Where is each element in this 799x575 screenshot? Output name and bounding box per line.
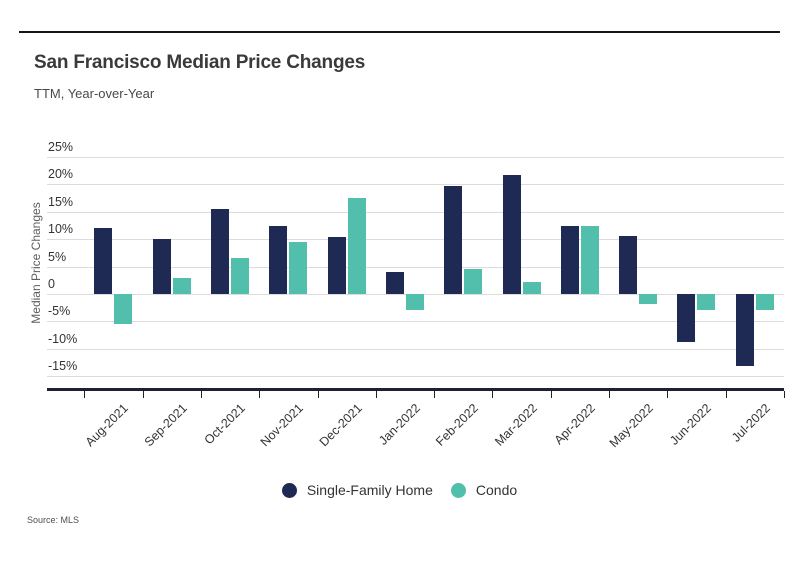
bar-condo-aug-2021 [114, 294, 133, 325]
legend-color-dot [450, 482, 466, 498]
gridline-25% [47, 157, 784, 158]
legend-label: Condo [475, 482, 518, 498]
x-axis-tick [259, 391, 261, 398]
bar-condo-dec-2021 [347, 197, 366, 294]
bar-single-family-home-mar-2022 [502, 174, 521, 294]
bar-condo-nov-2021 [289, 241, 308, 294]
legend-color-dot [281, 482, 297, 498]
gridline--10% [47, 348, 784, 350]
y-axis-tick-label: 0 [48, 277, 55, 291]
bar-condo-apr-2022 [580, 225, 599, 294]
bar-single-family-home-sep-2021 [152, 238, 171, 294]
bar-single-family-home-jul-2022 [735, 294, 754, 366]
x-axis-tick [375, 391, 377, 398]
y-axis-tick-label: 10% [48, 222, 74, 237]
x-axis-tick [783, 391, 785, 398]
gridline--5% [47, 321, 784, 323]
bar-single-family-home-feb-2022 [444, 186, 463, 294]
bar-single-family-home-dec-2021 [327, 237, 346, 294]
plot-area: 25% 20% 15% 10% 5% 0 -5% -10% -15% Aug-2021 Sep-20… [47, 139, 785, 450]
chart-subtitle: TTM, Year-over-Year [34, 86, 155, 101]
gridline-15% [47, 211, 784, 213]
legend-item-single-family-home: Single-Family Home [281, 482, 433, 498]
bar-condo-jun-2022 [697, 294, 716, 310]
source-note: Source: MLS [27, 515, 80, 525]
y-axis-title: Median Price Changes [29, 202, 43, 324]
bar-single-family-home-oct-2021 [211, 208, 230, 294]
bar-condo-may-2022 [639, 294, 658, 305]
top-rule [19, 31, 780, 33]
x-axis-tick [317, 391, 319, 398]
x-axis-tick [609, 391, 610, 398]
legend-item-condo: Condo [450, 482, 518, 498]
bar-single-family-home-jun-2022 [677, 294, 696, 343]
bar-condo-feb-2022 [464, 269, 483, 294]
x-axis-tick [550, 391, 552, 398]
bar-single-family-home-nov-2021 [269, 225, 288, 294]
bar-condo-sep-2021 [172, 277, 191, 294]
x-axis-tick [725, 391, 727, 398]
x-axis-tick [200, 391, 202, 398]
bar-single-family-home-jan-2022 [385, 271, 404, 294]
x-axis-tick [142, 391, 144, 398]
bar-single-family-home-may-2022 [619, 235, 638, 294]
x-axis-tick [84, 391, 86, 398]
bar-condo-jul-2022 [755, 294, 774, 310]
bar-single-family-home-apr-2022 [560, 225, 579, 294]
bar-condo-oct-2021 [231, 257, 250, 294]
y-axis-tick-label: -5% [48, 304, 71, 319]
y-axis-tick-label: 25% [48, 140, 74, 154]
bar-single-family-home-aug-2021 [94, 228, 113, 294]
legend: Single-Family Home Condo [0, 482, 799, 498]
gridline--15% [47, 376, 784, 378]
bar-condo-jan-2022 [405, 294, 424, 311]
x-axis-tick [434, 391, 436, 398]
bar-condo-mar-2022 [522, 281, 541, 294]
y-axis-tick-label: 15% [48, 194, 74, 209]
gridline-20% [47, 184, 784, 186]
x-axis-tick [492, 391, 494, 398]
x-axis-line [47, 388, 784, 391]
legend-label: Single-Family Home [306, 482, 433, 498]
y-axis-tick-label: 20% [48, 167, 74, 182]
x-axis-tick [667, 391, 669, 398]
y-axis-tick-label: 5% [48, 249, 67, 264]
y-axis-tick-label: -10% [48, 331, 78, 346]
chart-title: San Francisco Median Price Changes [34, 52, 366, 73]
gridline-5% [47, 266, 784, 268]
y-axis-tick-label: -15% [48, 359, 78, 374]
gridline-10% [47, 239, 784, 241]
